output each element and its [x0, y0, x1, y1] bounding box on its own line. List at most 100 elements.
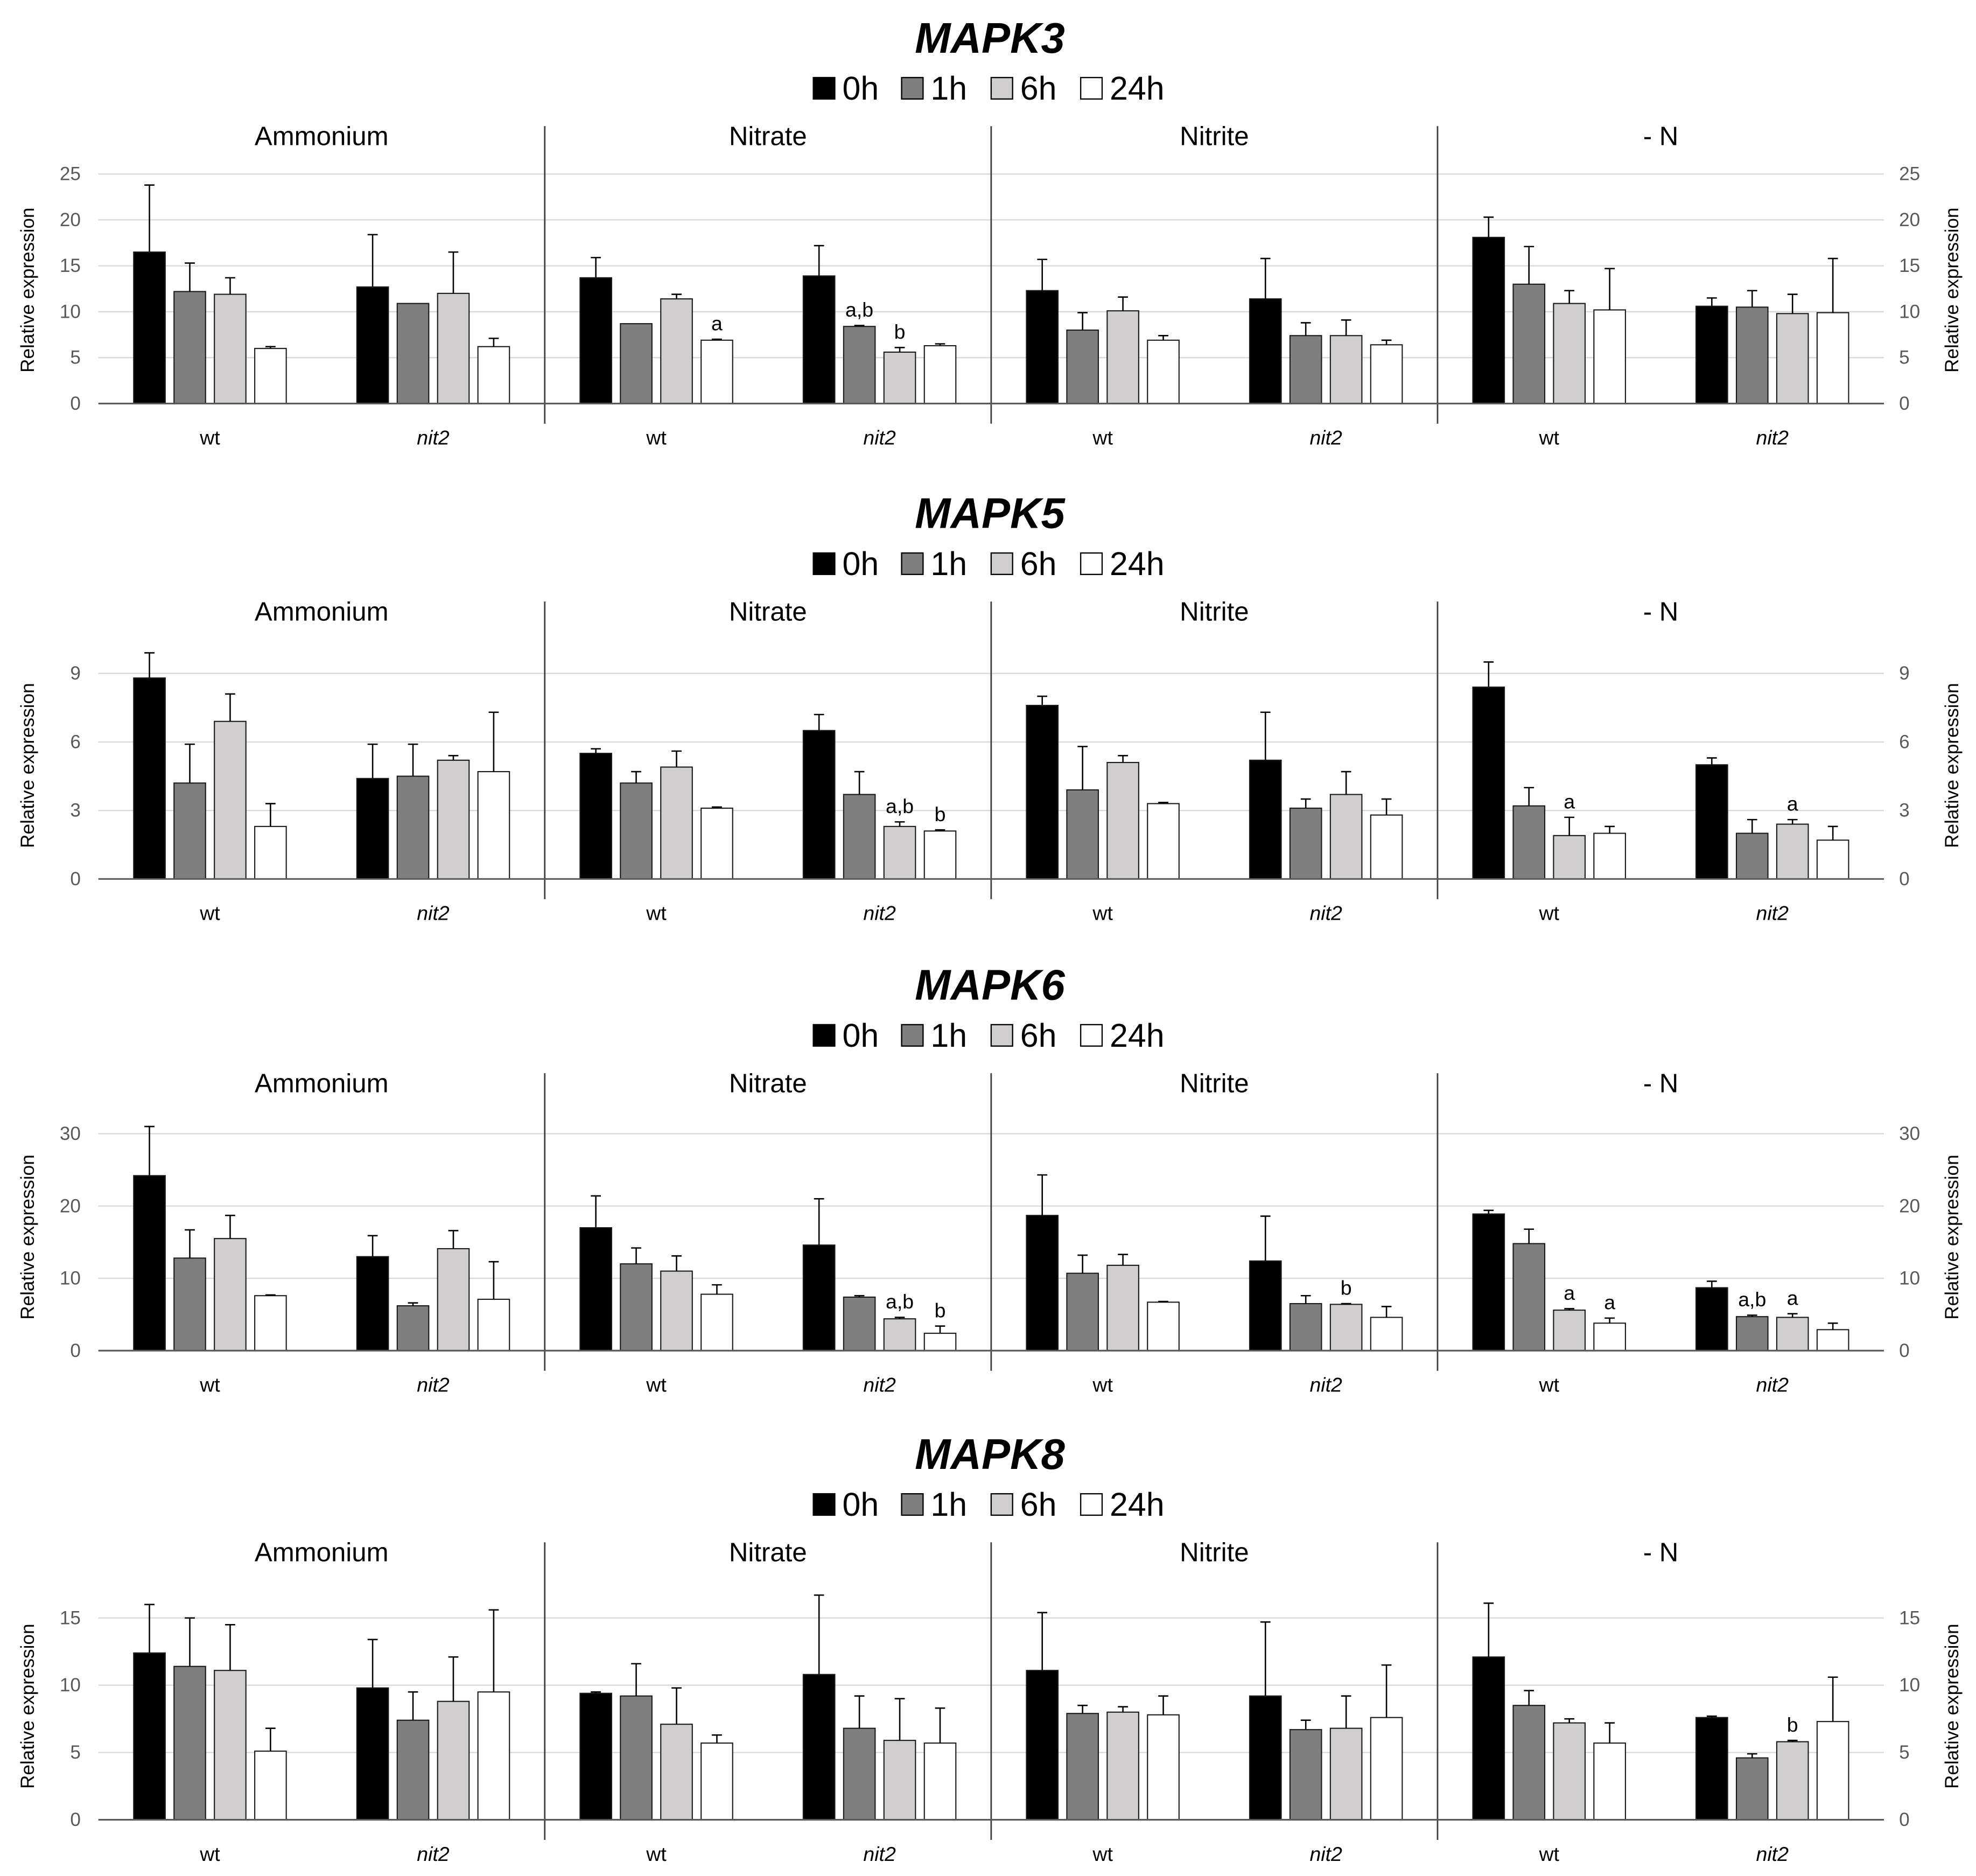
bar-mapk6-nitrite-wt-24h — [1147, 1301, 1180, 1352]
y-tick-label-left: 0 — [70, 1340, 81, 1361]
group-label: nit2 — [1756, 902, 1789, 925]
legend-label: 24h — [1110, 1486, 1165, 1523]
bar-mapk8-nitrite-nit2-24h — [1370, 1717, 1403, 1821]
legend: 0h 1h 6h 24h — [812, 1486, 1165, 1523]
significance-letter-mapk8-n-nit2-6h: b — [1787, 1713, 1798, 1736]
bar-mapk6-ammonium-nit2-0h — [356, 1256, 389, 1352]
significance-letter-mapk6-nitrate-nit2-6h: a,b — [886, 1290, 914, 1313]
legend-label: 1h — [930, 1486, 967, 1523]
bar-mapk8-nitrate-wt-24h — [700, 1742, 733, 1821]
bar-mapk6-ammonium-nit2-24h — [477, 1298, 510, 1352]
section-label: - N — [1643, 1538, 1679, 1567]
significance-letter-mapk6-n-wt-24h: a — [1604, 1291, 1615, 1313]
bar-mapk6-ammonium-wt-6h — [214, 1238, 247, 1352]
y-axis-title-right: Relative expression — [1942, 1623, 1963, 1789]
group-label: wt — [1538, 1374, 1559, 1396]
bar-mapk5-n-nit2-0h — [1695, 764, 1728, 880]
bar-mapk6-ammonium-nit2-6h — [437, 1248, 470, 1352]
bar-mapk6-nitrate-wt-24h — [700, 1293, 733, 1352]
bar-mapk8-ammonium-wt-0h — [133, 1652, 166, 1821]
legend-swatch-1h — [901, 76, 924, 100]
group-label: nit2 — [417, 902, 450, 925]
bar-mapk3-n-nit2-24h — [1816, 312, 1849, 404]
bar-mapk3-nitrate-wt-1h — [620, 323, 653, 404]
y-tick-label-left: 0 — [70, 1809, 81, 1830]
section-label: Nitrate — [729, 121, 807, 151]
bar-mapk3-n-nit2-1h — [1735, 306, 1769, 404]
bar-mapk5-nitrate-wt-1h — [620, 782, 653, 880]
bar-mapk8-nitrite-wt-24h — [1147, 1714, 1180, 1821]
bar-mapk3-nitrite-wt-1h — [1066, 329, 1099, 404]
bar-mapk3-nitrite-nit2-1h — [1289, 335, 1322, 404]
bar-mapk8-nitrite-wt-0h — [1026, 1670, 1059, 1821]
bar-mapk8-n-wt-24h — [1593, 1742, 1626, 1821]
bar-mapk3-ammonium-wt-24h — [254, 348, 287, 404]
section-ammonium: Ammonium wt nit2 — [133, 597, 510, 925]
bar-mapk8-ammonium-wt-24h — [254, 1751, 287, 1821]
bar-mapk5-n-nit2-1h — [1735, 832, 1769, 880]
bar-mapk5-nitrate-nit2-24h — [923, 830, 957, 880]
bar-mapk8-nitrate-wt-1h — [620, 1695, 653, 1821]
bar-mapk5-nitrate-wt-6h — [660, 766, 693, 880]
y-tick-label-left: 9 — [70, 663, 81, 684]
y-tick-label-left: 5 — [70, 347, 81, 368]
bar-mapk6-n-wt-0h — [1472, 1213, 1505, 1352]
group-label: nit2 — [1309, 1843, 1342, 1865]
group-label: nit2 — [863, 426, 896, 449]
section-ammonium: Ammonium wt nit2 — [133, 1068, 510, 1396]
group-label: nit2 — [417, 1374, 450, 1396]
bar-mapk6-nitrite-nit2-0h — [1249, 1260, 1282, 1352]
group-label: nit2 — [1309, 902, 1342, 925]
bar-mapk3-nitrite-nit2-24h — [1370, 344, 1403, 404]
section-label: Nitrite — [1180, 1068, 1249, 1098]
significance-letter-mapk3-nitrate-wt-24h: a — [711, 312, 723, 335]
y-tick-label-right: 15 — [1899, 1607, 1920, 1628]
bar-mapk5-nitrite-wt-1h — [1066, 789, 1099, 880]
bar-mapk6-nitrite-nit2-6h — [1329, 1304, 1363, 1352]
bar-mapk3-ammonium-nit2-24h — [477, 346, 510, 404]
legend-swatch-24h — [1080, 1493, 1103, 1516]
group-label: wt — [1092, 902, 1113, 925]
legend-swatch-0h — [812, 76, 836, 100]
group-label: nit2 — [1309, 1374, 1342, 1396]
bar-mapk6-n-nit2-6h — [1776, 1317, 1809, 1352]
bar-mapk8-nitrate-nit2-1h — [843, 1727, 876, 1821]
bar-mapk6-nitrite-nit2-24h — [1370, 1317, 1403, 1352]
group-label: wt — [1092, 426, 1113, 449]
bar-mapk5-nitrite-wt-6h — [1106, 762, 1139, 880]
legend-swatch-1h — [901, 1493, 924, 1516]
bar-mapk3-nitrate-nit2-1h — [843, 326, 876, 404]
section-label: Nitrite — [1180, 121, 1249, 151]
bar-mapk5-ammonium-wt-0h — [133, 677, 166, 880]
y-axis-title-left: Relative expression — [17, 1154, 38, 1320]
bar-mapk6-ammonium-wt-24h — [254, 1295, 287, 1352]
y-tick-label-left: 15 — [60, 1607, 81, 1628]
significance-letter-mapk6-n-nit2-6h: a — [1787, 1286, 1798, 1309]
group-label: wt — [199, 902, 220, 925]
y-tick-label-right: 20 — [1899, 1195, 1920, 1216]
bar-mapk3-nitrite-wt-24h — [1147, 339, 1180, 404]
bar-mapk3-nitrate-nit2-6h — [883, 351, 916, 404]
group-label: nit2 — [1309, 426, 1342, 449]
bar-mapk5-ammonium-wt-24h — [254, 825, 287, 880]
y-tick-label-right: 0 — [1899, 1809, 1910, 1830]
y-axis-title-left: Relative expression — [17, 207, 38, 373]
bar-mapk6-nitrate-nit2-0h — [802, 1244, 836, 1352]
group-label: wt — [646, 1843, 667, 1865]
bar-mapk3-nitrate-wt-0h — [579, 277, 612, 404]
bar-mapk8-ammonium-nit2-6h — [437, 1700, 470, 1821]
bar-mapk3-nitrate-nit2-0h — [802, 275, 836, 404]
section-label: Ammonium — [255, 1068, 389, 1098]
bar-mapk8-nitrite-wt-6h — [1106, 1711, 1139, 1821]
bar-mapk5-nitrate-wt-24h — [700, 807, 733, 880]
panel-mapk8: 0 0 5 5 10 10 15 15 MAPK8 0h 1h 6h 24h Relative expre… — [17, 1430, 1963, 1865]
bar-mapk6-nitrate-wt-0h — [579, 1227, 612, 1352]
group-label: nit2 — [863, 1374, 896, 1396]
bar-mapk5-nitrate-nit2-0h — [802, 730, 836, 880]
group-label: wt — [1538, 902, 1559, 925]
bar-mapk5-n-wt-1h — [1512, 805, 1546, 880]
legend-label: 6h — [1020, 545, 1057, 582]
bar-mapk5-nitrite-wt-24h — [1147, 803, 1180, 880]
bar-mapk5-n-wt-6h — [1553, 835, 1586, 880]
section-label: Nitrate — [729, 1538, 807, 1567]
